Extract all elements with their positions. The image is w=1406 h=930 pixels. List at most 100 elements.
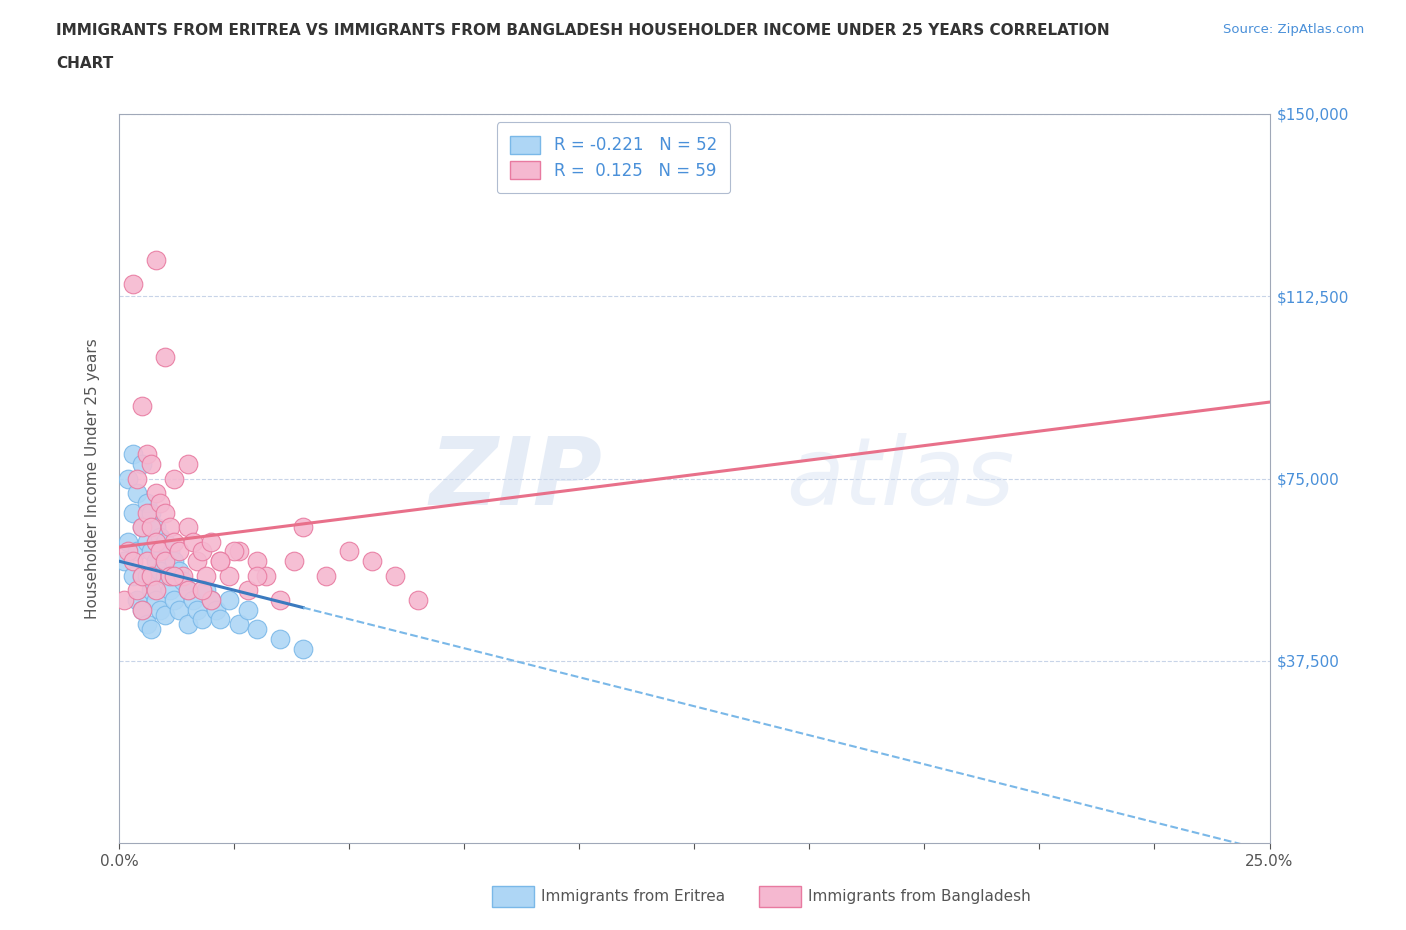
Point [141,457,163,472]
Point [153,553,176,568]
Point [117,472,139,486]
Point [127,583,149,598]
Text: ZIP: ZIP [429,432,602,525]
Point [177,457,200,472]
Point [246,553,269,568]
Point [131,603,153,618]
Point [117,544,139,559]
Point [167,564,190,578]
Point [121,553,143,568]
Point [145,583,167,598]
Point [153,505,176,520]
Point [246,622,269,637]
Point [141,568,163,583]
Point [159,568,181,583]
Point [292,641,315,656]
Point [141,622,163,637]
Point [153,607,176,622]
Point [131,603,153,618]
Point [315,568,337,583]
Point [204,603,226,618]
Point [163,568,186,583]
Point [145,520,167,535]
Point [135,568,157,583]
Point [121,446,143,461]
Point [195,583,218,598]
Point [127,544,149,559]
Point [127,485,149,500]
Point [159,583,181,598]
Point [135,446,157,461]
Point [200,592,222,607]
Point [228,617,250,631]
Point [209,553,232,568]
Point [149,544,172,559]
Point [167,603,190,618]
Point [181,592,204,607]
Point [209,553,232,568]
Point [135,535,157,550]
Point [283,553,305,568]
Point [145,553,167,568]
Point [269,631,291,646]
Legend: R = -0.221   N = 52, R =  0.125   N = 59: R = -0.221 N = 52, R = 0.125 N = 59 [498,123,730,193]
Point [149,603,172,618]
Point [131,520,153,535]
Point [145,592,167,607]
Point [131,568,153,583]
Point [167,544,190,559]
Text: Source: ZipAtlas.com: Source: ZipAtlas.com [1223,23,1364,36]
Point [131,398,153,413]
Point [141,505,163,520]
Point [384,568,406,583]
Point [406,592,429,607]
Point [195,568,218,583]
Point [181,535,204,550]
Point [131,520,153,535]
Point [149,496,172,511]
Point [112,592,135,607]
Point [121,505,143,520]
Point [172,573,194,588]
Text: atlas: atlas [786,433,1015,524]
Text: Immigrants from Eritrea: Immigrants from Eritrea [541,889,725,904]
Point [246,568,269,583]
Point [159,520,181,535]
Point [145,485,167,500]
Point [222,544,245,559]
Text: CHART: CHART [56,56,114,71]
Point [186,603,208,618]
Point [145,252,167,267]
Point [200,535,222,550]
Point [163,592,186,607]
Point [209,612,232,627]
Point [254,568,277,583]
Point [177,583,200,598]
Point [135,617,157,631]
Point [135,553,157,568]
Point [141,583,163,598]
Point [131,457,153,472]
Point [153,535,176,550]
Point [141,544,163,559]
Point [121,568,143,583]
Point [177,617,200,631]
Point [361,553,384,568]
Point [186,553,208,568]
Point [177,520,200,535]
Point [172,568,194,583]
Point [153,568,176,583]
Point [236,603,259,618]
Point [127,592,149,607]
Point [127,472,149,486]
Point [218,592,240,607]
Point [163,553,186,568]
Text: IMMIGRANTS FROM ERITREA VS IMMIGRANTS FROM BANGLADESH HOUSEHOLDER INCOME UNDER 2: IMMIGRANTS FROM ERITREA VS IMMIGRANTS FR… [56,23,1109,38]
Point [135,496,157,511]
Y-axis label: Householder Income Under 25 years: Householder Income Under 25 years [86,339,100,619]
Point [163,535,186,550]
Point [191,583,214,598]
Point [145,535,167,550]
Point [153,350,176,365]
Point [121,277,143,292]
